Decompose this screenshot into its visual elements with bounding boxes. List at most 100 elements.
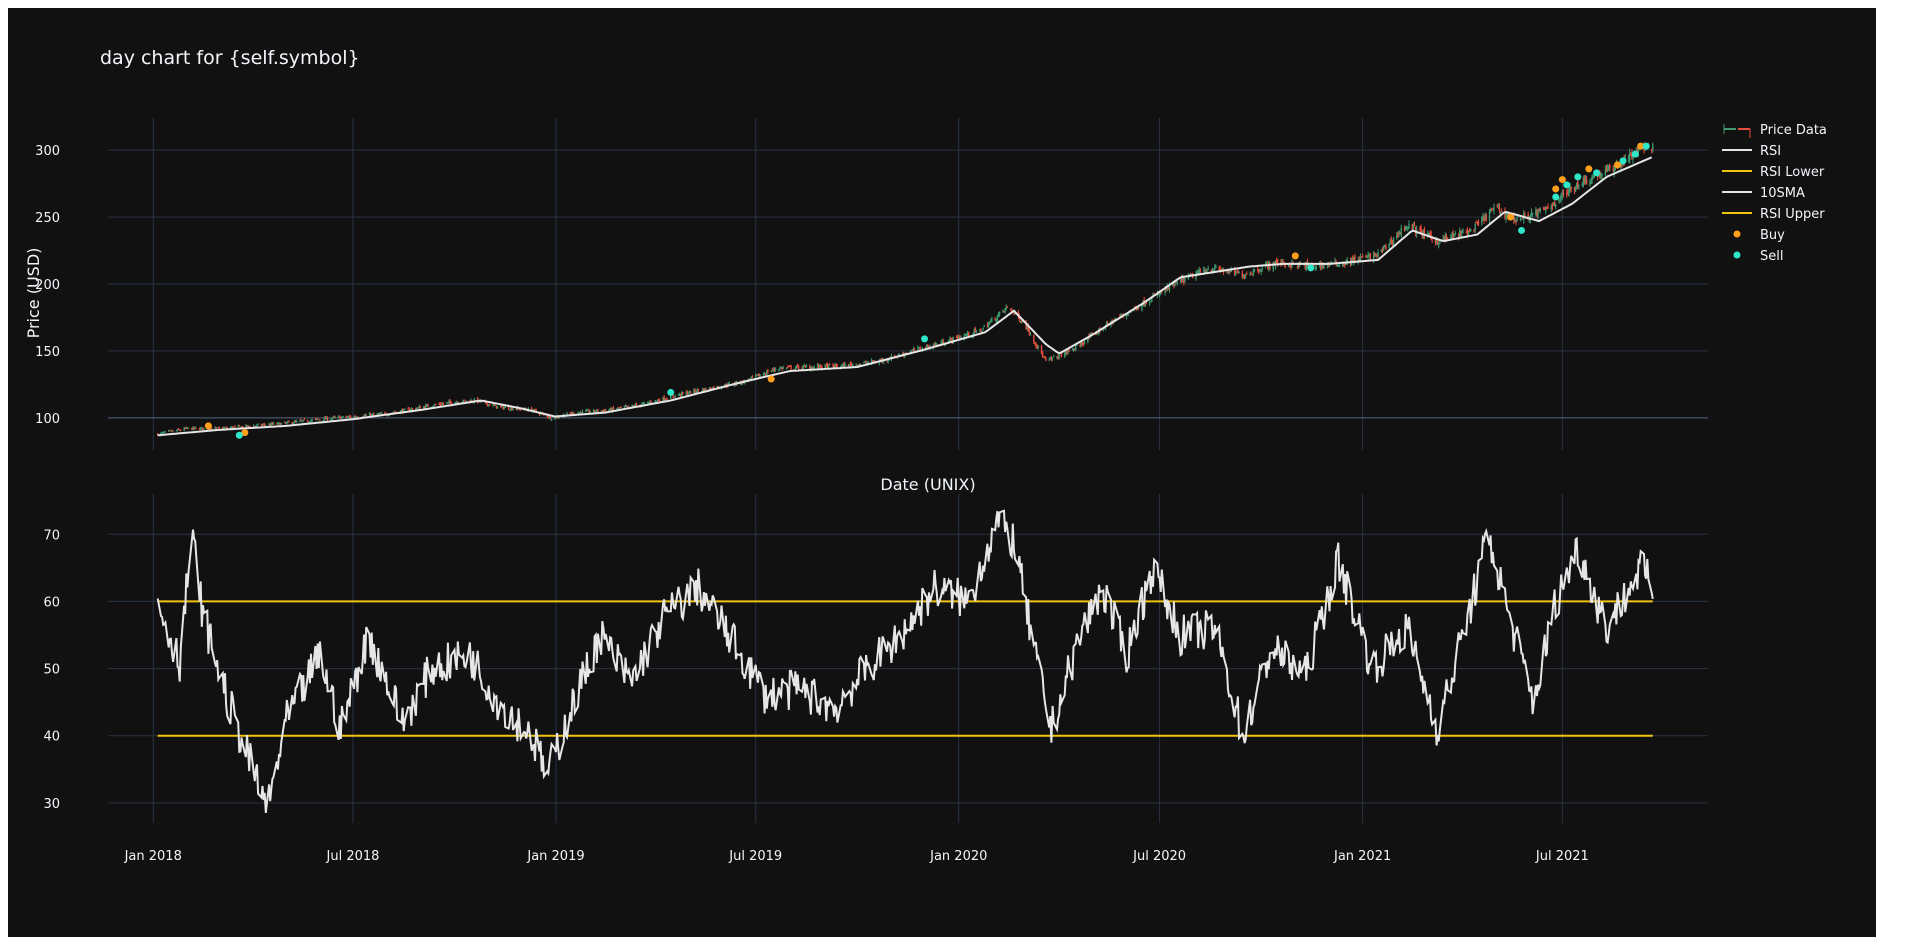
x-tick-label: Jul 2018: [326, 849, 380, 864]
candle-body: [997, 313, 1000, 317]
candle-body: [672, 394, 674, 397]
candle-body: [1383, 244, 1386, 247]
candle-body: [1057, 356, 1059, 359]
candle-body: [898, 353, 900, 356]
candle-body: [1328, 264, 1331, 266]
candle-body: [1351, 257, 1354, 262]
price-y-tick-label: 300: [35, 144, 60, 159]
candle-body: [601, 410, 604, 412]
candle-body: [1006, 306, 1009, 308]
candle-body: [988, 321, 991, 324]
candle-body: [1199, 270, 1202, 272]
candle-body: [888, 359, 890, 361]
candle-body: [1165, 286, 1167, 291]
candle-body: [1453, 233, 1455, 237]
legend[interactable]: Price Data RSI RSI Lower 10SMA RSI Upper Buy S…: [1722, 123, 1827, 264]
candle-body: [849, 362, 852, 365]
legend-item[interactable]: RSI: [1722, 144, 1781, 159]
candle-body: [1551, 204, 1554, 207]
legend-item[interactable]: Sell: [1733, 249, 1784, 264]
buy-marker: [1506, 213, 1514, 221]
candle-body: [449, 400, 451, 403]
candle-body: [416, 408, 418, 410]
candle-body: [1491, 209, 1493, 211]
candle-body: [1583, 177, 1586, 182]
candle-body: [950, 338, 952, 340]
candle-body: [856, 365, 858, 367]
candle-body: [664, 399, 666, 401]
candle-body: [642, 403, 644, 405]
candle-body: [308, 421, 310, 423]
candle-body: [1470, 229, 1472, 232]
candle-body: [1034, 342, 1036, 344]
legend-item[interactable]: RSI Lower: [1722, 165, 1825, 180]
rsi-grid: [108, 494, 1708, 823]
candle-body: [704, 388, 706, 392]
candle-body: [301, 420, 303, 422]
candle-body: [1145, 303, 1148, 305]
candle-body: [926, 344, 928, 349]
legend-marker-icon: [1733, 230, 1741, 238]
candle-body: [995, 319, 997, 322]
legend-item[interactable]: Buy: [1733, 228, 1786, 243]
candle-body: [225, 426, 227, 428]
candle-body: [603, 410, 606, 412]
candle-body: [1612, 169, 1614, 172]
candle-body: [1531, 213, 1534, 215]
candle-body: [280, 422, 282, 425]
price-candles: [156, 141, 1654, 437]
candle-body: [519, 408, 522, 410]
candle-body: [1547, 206, 1549, 209]
candle-body: [1398, 230, 1400, 235]
candle-body: [550, 419, 553, 421]
candle-body: [1107, 322, 1109, 325]
candle-body: [1136, 307, 1139, 310]
candle-body: [1072, 349, 1075, 351]
candle-body: [1158, 292, 1161, 296]
legend-item[interactable]: 10SMA: [1722, 186, 1805, 201]
candle-body: [1651, 149, 1653, 151]
candle-body: [1399, 232, 1401, 235]
candle-body: [910, 350, 913, 352]
candle-body: [202, 427, 204, 430]
candle-body: [974, 328, 977, 333]
candle-body: [624, 405, 627, 407]
candle-body: [677, 394, 680, 396]
candle-body: [1389, 240, 1391, 244]
candle-body: [1496, 205, 1498, 207]
candle-body: [1627, 158, 1630, 161]
candle-body: [245, 424, 247, 428]
sell-marker: [1574, 173, 1582, 181]
legend-item[interactable]: RSI Upper: [1722, 207, 1825, 222]
candle-body: [941, 340, 943, 344]
legend-item[interactable]: Price Data: [1723, 123, 1827, 138]
candle-body: [1043, 356, 1045, 358]
candle-body: [1005, 307, 1007, 310]
candle-body: [1002, 310, 1004, 312]
sell-marker: [667, 388, 675, 396]
candle-body: [254, 425, 256, 427]
candle-body: [1037, 345, 1039, 348]
candle-body: [535, 409, 537, 412]
rsi-y-tick-label: 50: [43, 663, 60, 678]
candle-body: [812, 366, 814, 369]
candle-body: [1562, 192, 1565, 196]
candle-body: [211, 428, 213, 430]
candle-body: [774, 369, 777, 371]
candle-body: [826, 364, 829, 369]
candle-body: [248, 425, 250, 427]
candle-body: [820, 364, 822, 368]
candle-body: [457, 402, 459, 404]
candle-body: [1190, 273, 1193, 276]
candle-body: [231, 426, 234, 429]
chart-title: day chart for {self.symbol}: [100, 47, 360, 69]
candle-body: [1427, 232, 1429, 237]
candle-body: [216, 427, 218, 429]
candle-body: [927, 345, 929, 347]
x-tick-label: Jan 2018: [124, 849, 182, 864]
rsi-line: [156, 509, 1654, 814]
candle-body: [1359, 256, 1362, 262]
candle-body: [697, 389, 700, 391]
candle-body: [195, 427, 197, 429]
candle-body: [782, 367, 785, 369]
